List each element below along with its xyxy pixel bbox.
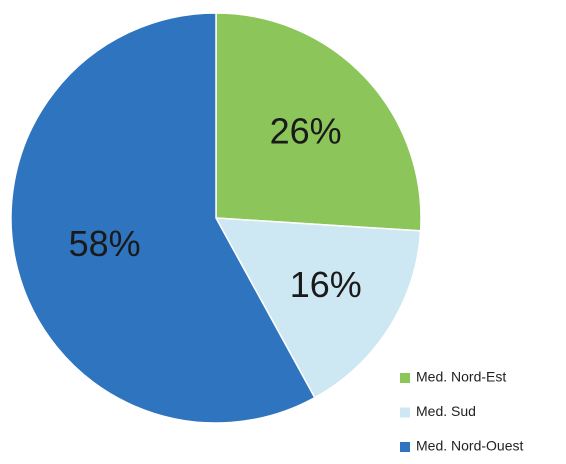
value-label: 26% xyxy=(270,110,342,151)
pie-slice xyxy=(215,12,422,232)
legend-swatch xyxy=(400,442,410,452)
legend-label: Med. Sud xyxy=(416,403,476,419)
legend-label: Med. Nord-Est xyxy=(416,369,506,385)
legend-swatch xyxy=(400,407,410,418)
pie-slice xyxy=(10,12,316,424)
value-label: 58% xyxy=(69,223,141,264)
legend-label: Med. Nord-Ouest xyxy=(416,438,523,454)
value-label: 16% xyxy=(290,264,362,305)
legend-swatch xyxy=(400,373,410,383)
pie-slice xyxy=(214,217,422,399)
